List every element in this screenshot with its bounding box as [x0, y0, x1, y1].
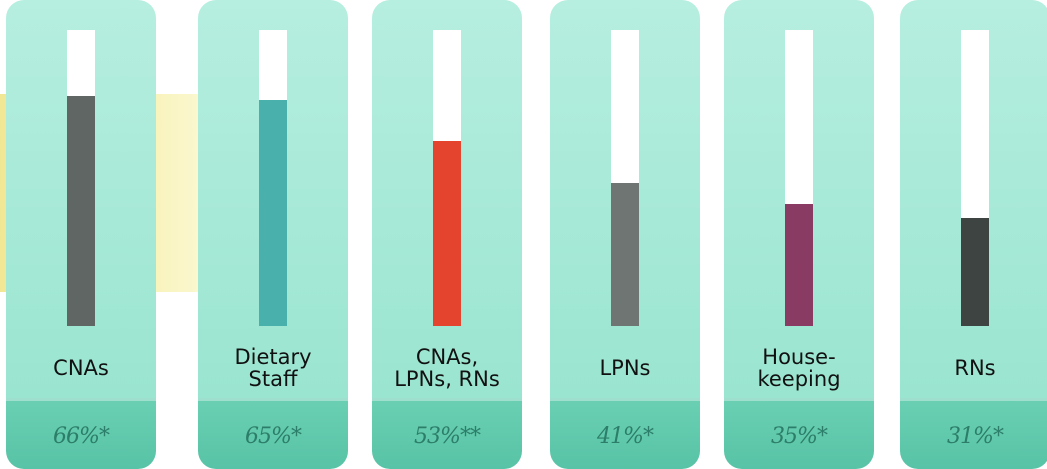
data-label: 35%*	[771, 423, 828, 449]
bar	[785, 204, 813, 326]
category-label: LPNs	[599, 356, 651, 380]
bar	[961, 218, 989, 326]
value-footer	[198, 398, 348, 469]
bar-card: CNAs, LPNs, RNs 53%**	[372, 0, 522, 469]
category-label: CNAs	[53, 356, 109, 380]
bar	[433, 141, 461, 326]
data-label: 31%*	[947, 423, 1004, 449]
value-footer	[550, 398, 700, 469]
category-label: CNAs, LPNs, RNs	[394, 345, 500, 391]
value-footer	[6, 398, 156, 469]
category-label: Dietary Staff	[234, 345, 312, 391]
value-footer	[724, 398, 874, 469]
bar	[611, 183, 639, 326]
bar-track	[961, 30, 989, 326]
bar-track	[259, 30, 287, 326]
bar-track	[433, 30, 461, 326]
card-body: House- keeping	[724, 0, 874, 398]
bar-card: House- keeping 35%*	[724, 0, 874, 469]
bar-track	[785, 30, 813, 326]
card-body: RNs	[900, 0, 1047, 398]
bar-card: CNAs 66%*	[6, 0, 156, 469]
data-label: 66%*	[53, 423, 110, 449]
category-label: RNs	[954, 356, 996, 380]
data-label: 53%**	[414, 423, 481, 449]
card-body: Dietary Staff	[198, 0, 348, 398]
data-label: 65%*	[245, 423, 302, 449]
category-label: House- keeping	[757, 345, 841, 391]
bar-track	[67, 30, 95, 326]
card-body: CNAs	[6, 0, 156, 398]
data-label: 41%*	[597, 423, 654, 449]
bar-card: LPNs 41%*	[550, 0, 700, 469]
bar	[259, 100, 287, 326]
bar	[67, 96, 95, 326]
card-body: CNAs, LPNs, RNs	[372, 0, 522, 398]
value-footer	[900, 398, 1047, 469]
bar-track	[611, 30, 639, 326]
value-footer	[372, 398, 522, 469]
bar-card: RNs 31%*	[900, 0, 1047, 469]
bar-card: Dietary Staff 65%*	[198, 0, 348, 469]
card-body: LPNs	[550, 0, 700, 398]
